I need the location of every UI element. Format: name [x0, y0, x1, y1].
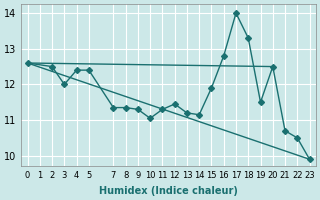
X-axis label: Humidex (Indice chaleur): Humidex (Indice chaleur)	[99, 186, 238, 196]
